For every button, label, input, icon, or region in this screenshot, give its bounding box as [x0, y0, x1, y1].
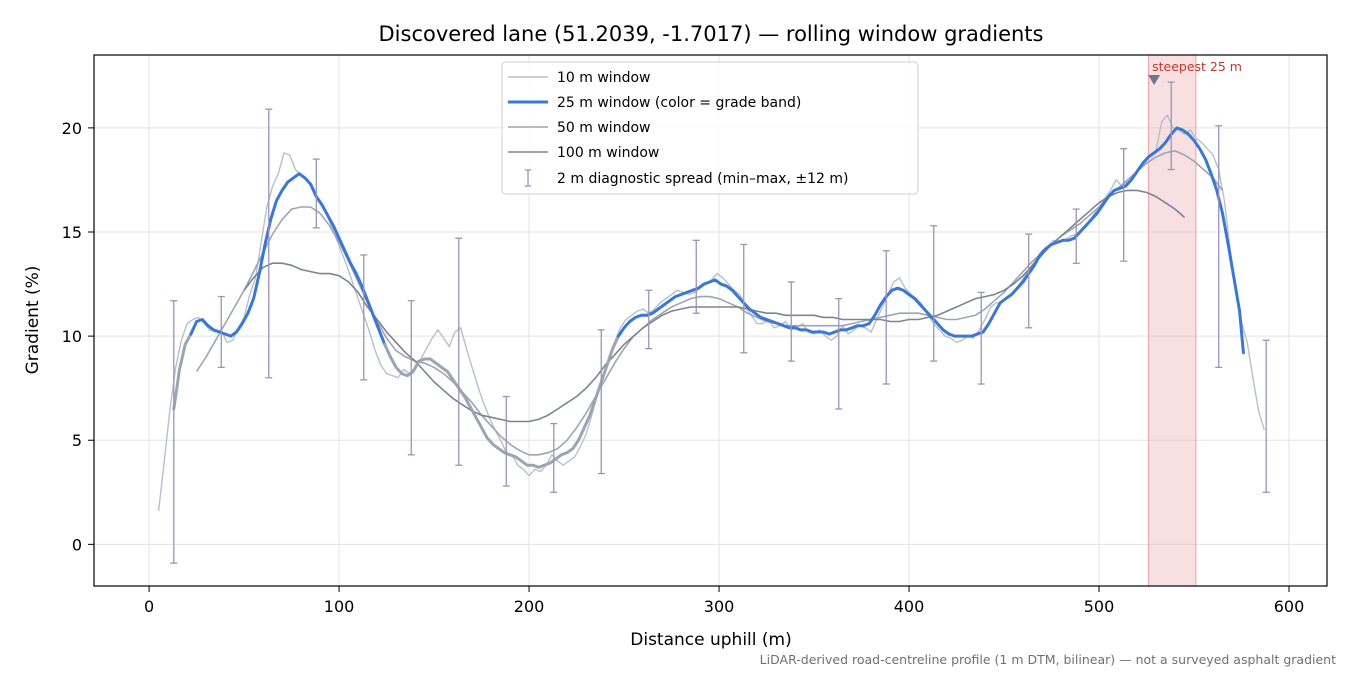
errorbar — [407, 300, 415, 456]
y-tick-label: 5 — [72, 431, 82, 450]
x-tick-label: 400 — [894, 597, 925, 616]
series-line-25m — [172, 332, 193, 411]
footnote: LiDAR-derived road-centreline profile (1… — [760, 652, 1336, 667]
legend: 10 m window 25 m window (color = grade b… — [501, 61, 919, 195]
y-axis-label: Gradient (%) — [23, 266, 43, 375]
errorbar — [835, 297, 843, 410]
errorbar — [1072, 208, 1080, 264]
errorbar — [502, 395, 510, 487]
errorbar — [550, 422, 558, 493]
series-line-50m — [195, 149, 1224, 456]
errorbar — [597, 329, 605, 475]
errorbar — [360, 254, 368, 381]
x-tick-label: 0 — [144, 597, 154, 616]
legend-swatch-errorbar — [525, 169, 531, 187]
steepest-marker-triangle — [1148, 74, 1161, 85]
errorbar — [455, 237, 463, 466]
legend-label-100m: 100 m window — [557, 145, 659, 161]
y-axis-ticks: 0 5 10 15 20 — [62, 119, 94, 554]
errorbar — [692, 239, 700, 314]
legend-label-10m: 10 m window — [557, 70, 650, 86]
y-tick-label: 20 — [62, 119, 82, 138]
legend-label-50m: 50 m window — [557, 120, 650, 136]
y-tick-label: 15 — [62, 223, 82, 242]
errorbar — [930, 225, 938, 362]
y-tick-label: 10 — [62, 327, 82, 346]
errorbar — [1167, 81, 1175, 171]
y-tick-label: 0 — [72, 535, 82, 554]
plot-frame — [93, 54, 1328, 587]
errorbar — [170, 300, 178, 564]
steepest-label: steepest 25 m — [1152, 59, 1242, 74]
errorbar — [217, 295, 225, 369]
x-axis-label: Distance uphill (m) — [630, 630, 791, 650]
steepest-band — [1147, 54, 1197, 587]
x-tick-label: 100 — [324, 597, 355, 616]
series-line-25m — [189, 172, 387, 346]
series-lines — [157, 114, 1265, 512]
errorbar — [882, 250, 890, 385]
steepest-marker — [1148, 74, 1161, 85]
errorbar — [312, 158, 320, 229]
series-line-25m — [383, 334, 620, 469]
errorbar — [977, 291, 985, 385]
errorbar — [645, 289, 653, 350]
chart-title: Discovered lane (51.2039, -1.7017) — rol… — [379, 22, 1044, 46]
steepest-highlight — [1147, 54, 1197, 587]
x-tick-label: 500 — [1084, 597, 1115, 616]
x-tick-label: 200 — [514, 597, 545, 616]
legend-label-errorbar: 2 m diagnostic spread (min–max, ±12 m) — [557, 171, 848, 187]
legend-label-25m: 25 m window (color = grade band) — [557, 95, 801, 111]
errorbar — [1025, 233, 1033, 329]
series-line-100m — [243, 189, 1186, 423]
diagnostic-errorbars — [170, 81, 1270, 564]
errorbar — [740, 243, 748, 354]
x-axis-ticks: 0 100 200 300 400 500 600 — [144, 586, 1304, 616]
errorbar — [1215, 125, 1223, 369]
errorbar — [1120, 148, 1128, 262]
x-tick-label: 300 — [704, 597, 735, 616]
errorbar — [1262, 339, 1270, 493]
series-line-25m — [616, 126, 1245, 355]
errorbar — [787, 281, 795, 362]
legend-box — [501, 61, 919, 195]
x-tick-label: 600 — [1274, 597, 1305, 616]
errorbar — [265, 108, 273, 379]
